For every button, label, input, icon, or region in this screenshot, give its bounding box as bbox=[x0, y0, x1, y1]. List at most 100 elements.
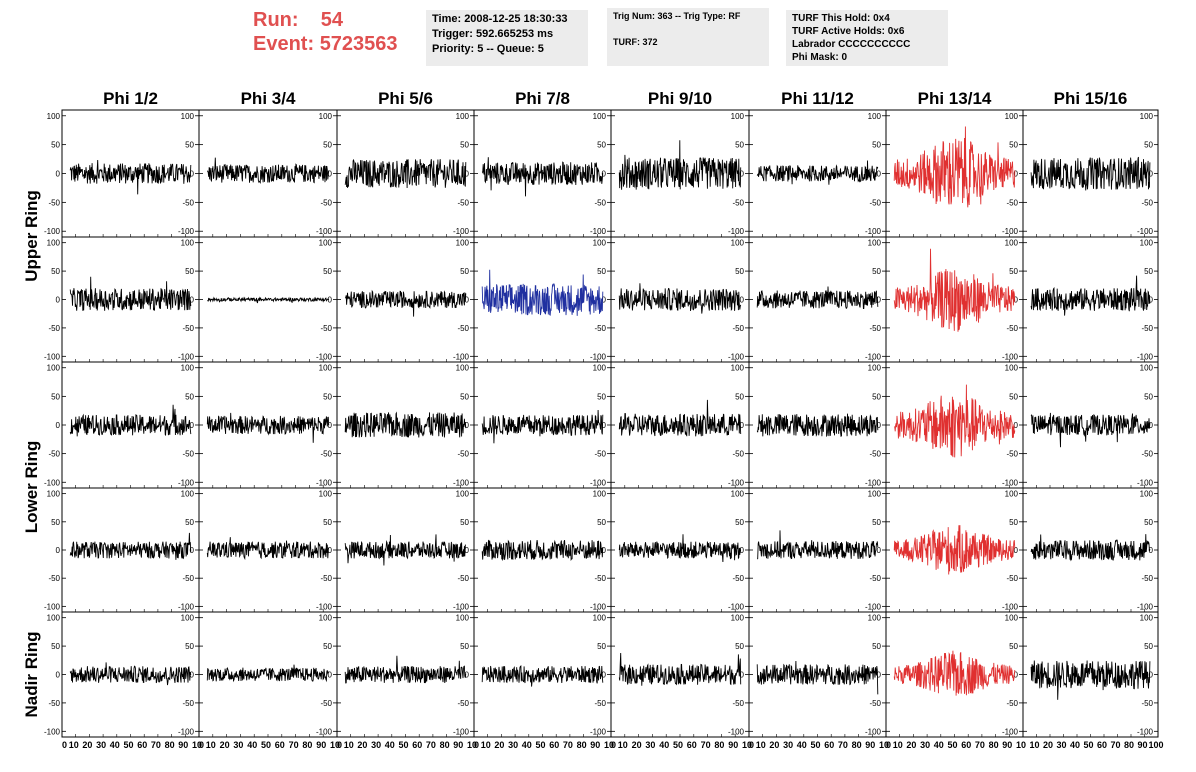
y-tick-label: -100 bbox=[316, 478, 333, 487]
y-tick-label: 0 bbox=[328, 546, 333, 555]
run-event-header: Run: 54 Event: 5723563 bbox=[253, 8, 398, 56]
y-tick-label: 0 bbox=[877, 546, 882, 555]
x-tick-label: 50 bbox=[810, 740, 820, 750]
y-tick-label: 0 bbox=[740, 421, 745, 430]
x-tick-label: 0 bbox=[749, 740, 754, 750]
column-header-phi-8: Phi 15/16 bbox=[1054, 89, 1128, 108]
y-tick-label: 0 bbox=[1014, 671, 1019, 680]
x-tick-label: 10 bbox=[893, 740, 903, 750]
waveform-trace bbox=[206, 157, 330, 184]
y-tick-label: -100 bbox=[316, 602, 333, 611]
x-tick-label: 100 bbox=[1148, 740, 1163, 750]
x-tick-label: 90 bbox=[453, 740, 463, 750]
y-tick-label: -50 bbox=[732, 574, 744, 583]
y-tick-label-left: 50 bbox=[51, 518, 60, 527]
labrador-line: Labrador CCCCCCCCCC bbox=[792, 39, 911, 50]
y-tick-label: -50 bbox=[1141, 699, 1153, 708]
y-tick-label: -50 bbox=[1006, 450, 1018, 459]
y-tick-label: 100 bbox=[181, 364, 195, 373]
y-tick-label: 50 bbox=[597, 392, 606, 401]
y-tick-label: -50 bbox=[869, 699, 881, 708]
y-tick-label: -100 bbox=[728, 352, 745, 361]
y-tick-label: 50 bbox=[735, 392, 744, 401]
y-tick-label: 0 bbox=[465, 546, 470, 555]
y-tick-label: -50 bbox=[1006, 198, 1018, 207]
x-tick-label: 80 bbox=[165, 740, 175, 750]
x-tick-label: 70 bbox=[838, 740, 848, 750]
y-tick-label: -100 bbox=[316, 352, 333, 361]
column-header-phi-7: Phi 13/14 bbox=[918, 89, 992, 108]
y-tick-label: 100 bbox=[593, 364, 607, 373]
y-tick-label: 0 bbox=[1149, 170, 1154, 179]
x-tick-label: 0 bbox=[199, 740, 204, 750]
y-tick-label: 0 bbox=[602, 546, 607, 555]
x-tick-label: 80 bbox=[714, 740, 724, 750]
y-tick-label: 100 bbox=[181, 239, 195, 248]
x-tick-label: 10 bbox=[206, 740, 216, 750]
y-tick-label-left: 50 bbox=[51, 141, 60, 150]
y-tick-label: 50 bbox=[872, 141, 881, 150]
y-tick-label: -100 bbox=[453, 478, 470, 487]
y-tick-label: -100 bbox=[178, 352, 195, 361]
waveform-trace bbox=[69, 662, 192, 686]
y-tick-label: -50 bbox=[1141, 198, 1153, 207]
waveform-trace bbox=[481, 157, 604, 197]
y-tick-label: 0 bbox=[877, 421, 882, 430]
x-tick-label: 30 bbox=[96, 740, 106, 750]
y-tick-label: -100 bbox=[178, 227, 195, 236]
y-tick-label: 100 bbox=[1005, 239, 1019, 248]
x-tick-label: 50 bbox=[535, 740, 545, 750]
waveform-trace bbox=[1030, 156, 1151, 191]
x-tick-label: 50 bbox=[123, 740, 133, 750]
y-tick-label-left: -100 bbox=[44, 478, 61, 487]
y-tick-label: -50 bbox=[457, 574, 469, 583]
y-tick-label: 100 bbox=[731, 239, 745, 248]
y-tick-label: 100 bbox=[1005, 112, 1019, 121]
column-header-phi-3: Phi 5/6 bbox=[378, 89, 433, 108]
y-tick-label: 100 bbox=[593, 112, 607, 121]
turf-line: TURF: 372 bbox=[613, 37, 658, 47]
y-tick-label: -50 bbox=[1141, 324, 1153, 333]
x-tick-label: 40 bbox=[797, 740, 807, 750]
y-tick-label: 0 bbox=[190, 671, 195, 680]
y-tick-label: -100 bbox=[590, 352, 607, 361]
x-tick-label: 80 bbox=[852, 740, 862, 750]
trigger-line: Trigger: 592.665253 ms bbox=[432, 28, 554, 40]
y-tick-label: 50 bbox=[1009, 392, 1018, 401]
y-tick-label: 0 bbox=[328, 671, 333, 680]
waveform-trace bbox=[1030, 412, 1151, 448]
y-tick-label: -50 bbox=[1141, 450, 1153, 459]
x-tick-label: 10 bbox=[192, 740, 202, 750]
y-tick-label: -100 bbox=[590, 727, 607, 736]
x-tick-label: 90 bbox=[590, 740, 600, 750]
y-tick-label: -50 bbox=[1006, 324, 1018, 333]
y-tick-label: 0 bbox=[1149, 296, 1154, 305]
y-tick-label: 100 bbox=[319, 239, 333, 248]
x-tick-label: 70 bbox=[701, 740, 711, 750]
y-tick-label: -100 bbox=[865, 227, 882, 236]
x-tick-label: 30 bbox=[508, 740, 518, 750]
waveform-trace bbox=[618, 140, 742, 190]
x-tick-label: 10 bbox=[481, 740, 491, 750]
y-tick-label: 0 bbox=[1014, 421, 1019, 430]
y-tick-label: 50 bbox=[1009, 642, 1018, 651]
x-tick-label: 80 bbox=[440, 740, 450, 750]
y-tick-label: -100 bbox=[316, 727, 333, 736]
y-tick-label: -50 bbox=[594, 699, 606, 708]
y-tick-label: 100 bbox=[1140, 112, 1154, 121]
y-tick-label-left: 100 bbox=[47, 239, 61, 248]
y-tick-label: 100 bbox=[456, 614, 470, 623]
turf-hold-line: TURF This Hold: 0x4 bbox=[792, 13, 890, 24]
x-tick-label: 30 bbox=[233, 740, 243, 750]
x-tick-label: 50 bbox=[947, 740, 957, 750]
y-tick-label: 100 bbox=[319, 490, 333, 499]
y-tick-label-left: 50 bbox=[51, 267, 60, 276]
y-tick-label: 0 bbox=[465, 170, 470, 179]
y-tick-label: 100 bbox=[593, 490, 607, 499]
x-tick-label: 20 bbox=[220, 740, 230, 750]
y-tick-label-left: -100 bbox=[44, 727, 61, 736]
x-tick-label: 60 bbox=[1097, 740, 1107, 750]
y-tick-label: -100 bbox=[178, 602, 195, 611]
y-tick-label: 0 bbox=[328, 421, 333, 430]
ring-label-upper-ring: Upper Ring bbox=[22, 190, 41, 282]
